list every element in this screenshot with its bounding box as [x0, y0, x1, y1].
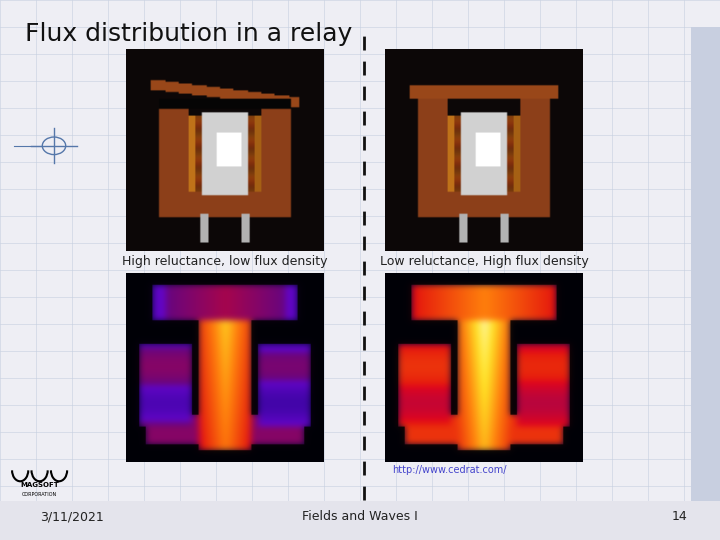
Text: Flux distribution in a relay: Flux distribution in a relay: [25, 22, 353, 45]
Text: http://www.cedrat.com/: http://www.cedrat.com/: [392, 465, 507, 476]
Bar: [691, 27, 720, 502]
Bar: [0, 501, 720, 540]
Text: High reluctance, low flux density: High reluctance, low flux density: [122, 255, 328, 268]
Text: Low reluctance, High flux density: Low reluctance, High flux density: [380, 255, 588, 268]
Text: 3/11/2021: 3/11/2021: [40, 510, 104, 523]
Text: Fields and Waves I: Fields and Waves I: [302, 510, 418, 523]
Text: 14: 14: [672, 510, 688, 523]
